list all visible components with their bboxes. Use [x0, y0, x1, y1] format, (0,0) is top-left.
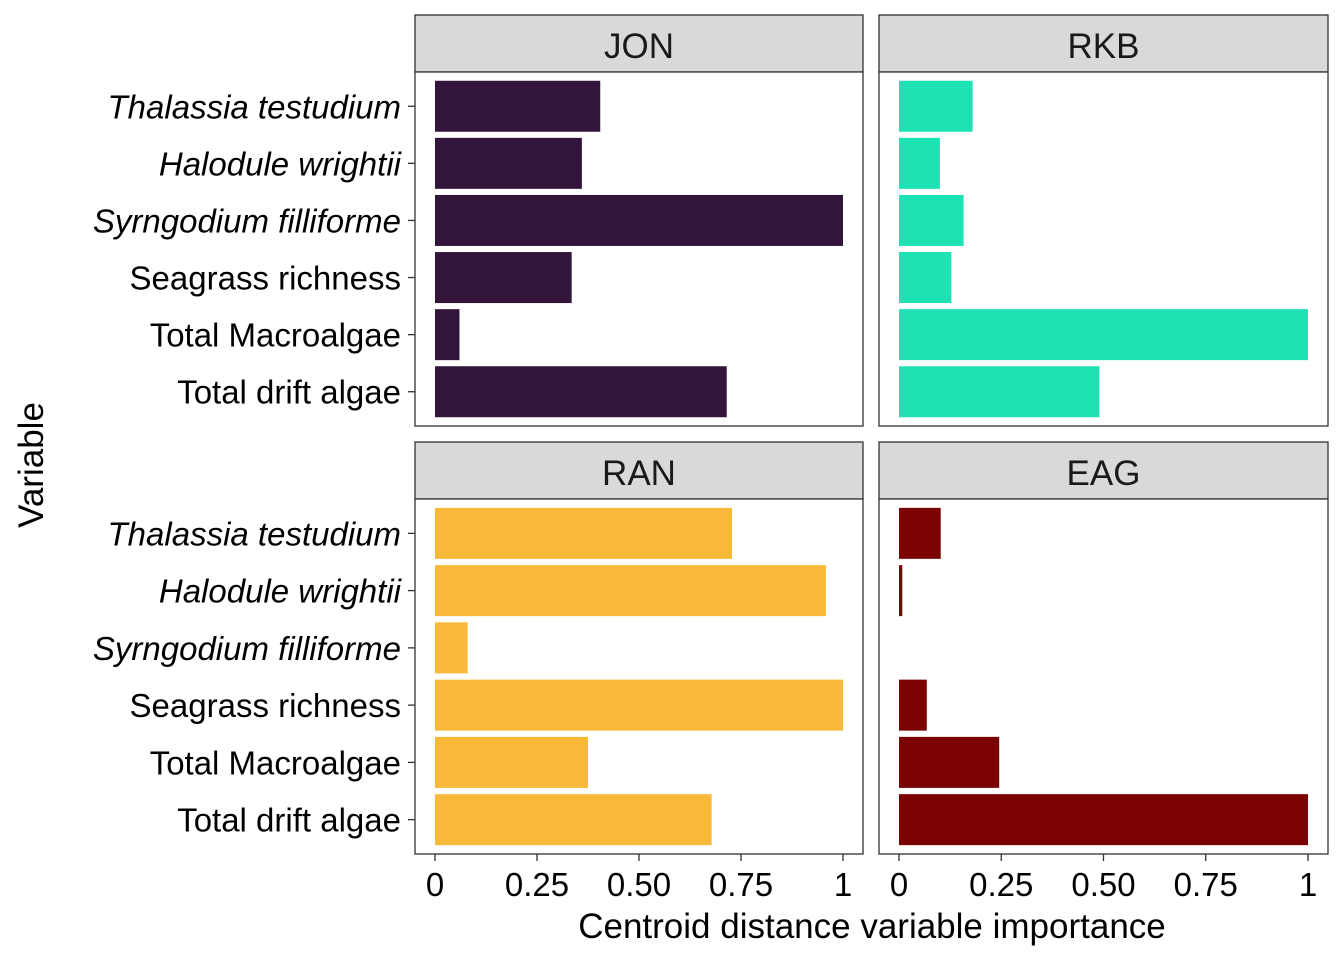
bar-eag-1	[899, 507, 941, 559]
panel-ran: RAN	[414, 441, 864, 855]
strip-label-rkb: RKB	[1068, 27, 1140, 66]
x-tick-label: 0.25	[505, 866, 569, 903]
y-tick-label: Halodule wrightii	[159, 573, 403, 610]
bar-ran-2	[435, 565, 826, 617]
y-axis-title: Variable	[12, 402, 51, 528]
x-tick-label: 0.50	[607, 866, 671, 903]
x-tick-label: 0	[426, 866, 444, 903]
bar-rkb-6	[899, 366, 1100, 418]
y-tick-label: Total Macroalgae	[150, 744, 401, 781]
bar-ran-4	[435, 679, 843, 731]
x-tick-label: 0	[890, 866, 908, 903]
panel-jon: JON	[414, 14, 864, 427]
strip-label-jon: JON	[604, 27, 674, 66]
panel-eag: EAG	[878, 441, 1329, 855]
panel-rkb: RKB	[878, 14, 1329, 427]
x-tick-label: 0.50	[1071, 866, 1135, 903]
bar-eag-5	[899, 736, 1000, 788]
bar-jon-4	[435, 252, 572, 304]
strip-ran	[414, 441, 864, 500]
strip-rkb	[878, 14, 1329, 73]
bar-rkb-2	[899, 137, 940, 189]
y-tick-label: Total drift algae	[177, 374, 401, 411]
bar-ran-1	[435, 507, 733, 559]
strip-label-eag: EAG	[1067, 454, 1141, 493]
x-axis-title: Centroid distance variable importance	[578, 907, 1166, 946]
bar-jon-6	[435, 366, 727, 418]
y-tick-label: Seagrass richness	[130, 260, 401, 297]
bar-eag-4	[899, 679, 927, 731]
bar-rkb-4	[899, 252, 952, 304]
bar-jon-5	[435, 309, 460, 361]
y-tick-label: Syrngodium filliforme	[93, 202, 401, 239]
x-tick-label: 0.75	[709, 866, 773, 903]
bar-ran-3	[435, 622, 468, 674]
x-axis-tick-labels: 0 0.25 0.50 0.75 1 0 0.25 0.50 0.75 1	[426, 854, 1317, 903]
x-tick-label: 0.25	[969, 866, 1033, 903]
y-tick-label: Halodule wrightii	[159, 145, 403, 182]
bar-eag-6	[899, 794, 1308, 846]
y-tick-label: Thalassia testudium	[108, 515, 401, 552]
y-tick-label: Total drift algae	[177, 802, 401, 839]
bar-jon-3	[435, 194, 843, 246]
x-tick-label: 1	[1299, 866, 1317, 903]
bar-rkb-1	[899, 80, 973, 132]
y-tick-label: Thalassia testudium	[108, 88, 401, 125]
y-tick-label: Seagrass richness	[130, 687, 401, 724]
strip-label-ran: RAN	[602, 454, 676, 493]
facet-panels: JON RKB RAN EAG	[414, 14, 1329, 855]
bar-jon-1	[435, 80, 601, 132]
bar-ran-5	[435, 736, 588, 788]
x-tick-label: 1	[834, 866, 852, 903]
y-axis-tick-labels: Thalassia testudium Halodule wrightii Syrn…	[93, 88, 415, 839]
bar-rkb-3	[899, 194, 964, 246]
strip-jon	[414, 14, 864, 73]
bar-jon-2	[435, 137, 582, 189]
bar-rkb-5	[899, 309, 1308, 361]
bar-ran-6	[435, 794, 712, 846]
x-tick-label: 0.75	[1174, 866, 1238, 903]
y-tick-label: Syrngodium filliforme	[93, 630, 401, 667]
bar-eag-2	[899, 565, 903, 617]
y-tick-label: Total Macroalgae	[150, 317, 401, 354]
